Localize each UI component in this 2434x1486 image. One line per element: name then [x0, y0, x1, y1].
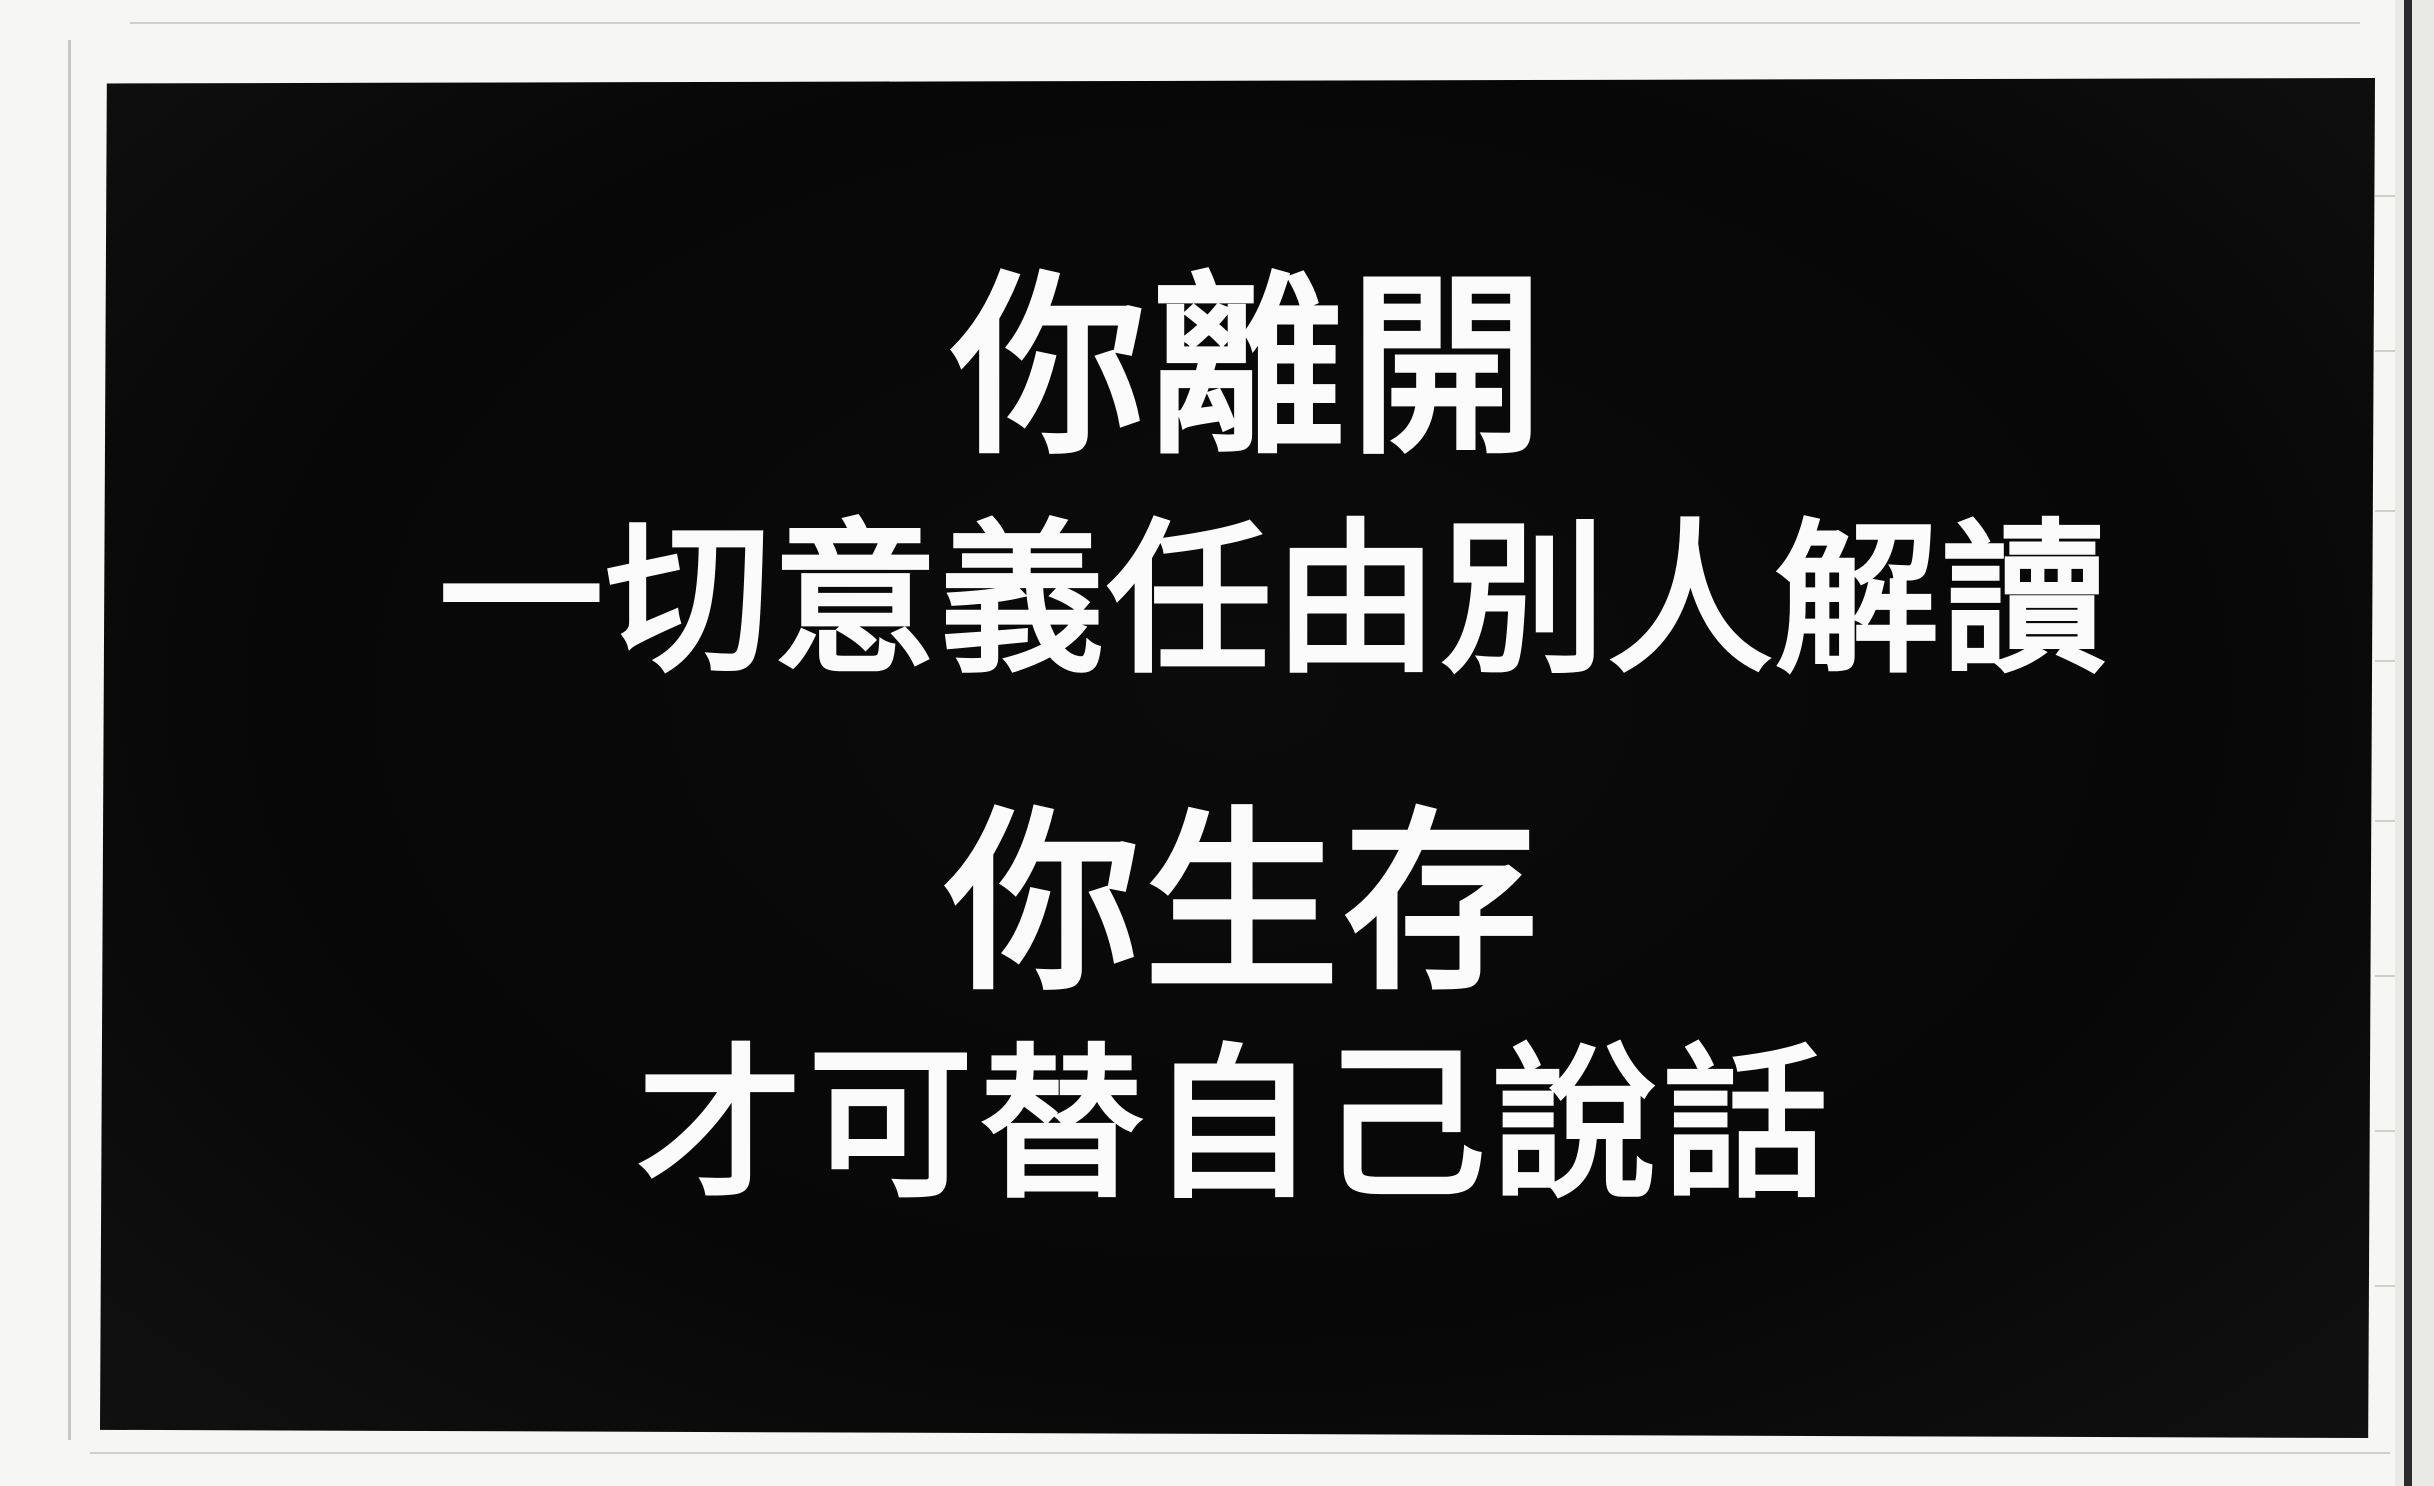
paper-edge-shadow — [2404, 0, 2412, 1486]
ruled-line — [2375, 975, 2405, 977]
ruled-line — [2375, 510, 2405, 512]
ruled-line — [2375, 1130, 2405, 1132]
ruled-line — [130, 22, 2360, 24]
sign-line-3: 你生存 — [945, 790, 1542, 1017]
sign-text: 你離開 一切意義任由別人解讀 你生存 才可替自己說話 — [100, 78, 2375, 1438]
ruled-line — [2375, 820, 2405, 822]
ruled-line — [2375, 350, 2405, 352]
sign-line-1: 你離開 — [951, 254, 1548, 481]
sign-photo: 你離開 一切意義任由別人解讀 你生存 才可替自己說話 — [100, 78, 2375, 1438]
paper-edge — [2395, 0, 2434, 1486]
sign-line-4: 才可替自己說話 — [637, 1029, 1834, 1221]
sign-line-2: 一切意義任由別人解讀 — [438, 504, 2109, 696]
ruled-line — [2375, 1285, 2405, 1287]
ruled-line — [90, 1452, 2390, 1454]
ruled-line — [2375, 660, 2405, 662]
margin-line — [68, 40, 71, 1440]
ruled-line — [2375, 195, 2405, 197]
